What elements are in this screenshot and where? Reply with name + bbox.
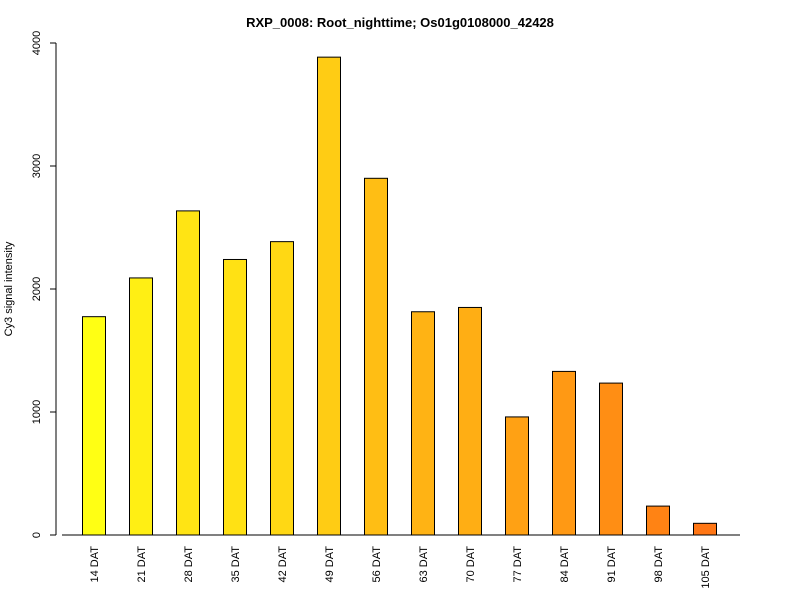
x-tick-label: 49 DAT xyxy=(324,546,336,583)
bar xyxy=(693,522,717,536)
y-tick-label: 3000 xyxy=(31,154,43,178)
x-tick-label: 70 DAT xyxy=(465,546,477,583)
bar xyxy=(270,241,294,536)
bar-series xyxy=(82,56,717,536)
bar xyxy=(129,277,153,536)
y-tick-label: 1000 xyxy=(31,400,43,424)
x-tick-label: 21 DAT xyxy=(136,546,148,583)
y-axis-label: Cy3 signal intensity xyxy=(3,241,15,336)
bar xyxy=(599,382,623,536)
x-tick-label: 14 DAT xyxy=(89,546,101,583)
bar xyxy=(317,56,341,536)
bar xyxy=(411,311,435,536)
x-axis: 14 DAT 21 DAT 28 DAT 35 DAT 42 DAT 49 DAT 56 D… xyxy=(62,534,740,589)
bar xyxy=(646,505,670,536)
bar xyxy=(458,306,482,536)
y-tick-label: 0 xyxy=(31,532,43,538)
chart-title: RXP_0008: Root_nighttime; Os01g0108000_4… xyxy=(246,15,554,30)
bar xyxy=(223,258,247,536)
x-tick-label: 77 DAT xyxy=(512,546,524,583)
bar xyxy=(176,210,200,536)
x-tick-label: 84 DAT xyxy=(559,546,571,583)
x-tick-label: 28 DAT xyxy=(183,546,195,583)
bar xyxy=(364,177,388,536)
x-tick-label: 105 DAT xyxy=(700,546,712,589)
x-tick-label: 63 DAT xyxy=(418,546,430,583)
x-tick-label: 91 DAT xyxy=(606,546,618,583)
y-tick-label: 2000 xyxy=(31,277,43,301)
bar xyxy=(505,416,529,536)
bar xyxy=(552,370,576,536)
x-tick-label: 35 DAT xyxy=(230,546,242,583)
x-tick-label: 42 DAT xyxy=(277,546,289,583)
x-tick-label: 98 DAT xyxy=(653,546,665,583)
bar xyxy=(82,316,106,536)
y-axis: 0 1000 2000 3000 4000 xyxy=(31,31,57,538)
y-tick-label: 4000 xyxy=(31,31,43,55)
x-tick-label: 56 DAT xyxy=(371,546,383,583)
